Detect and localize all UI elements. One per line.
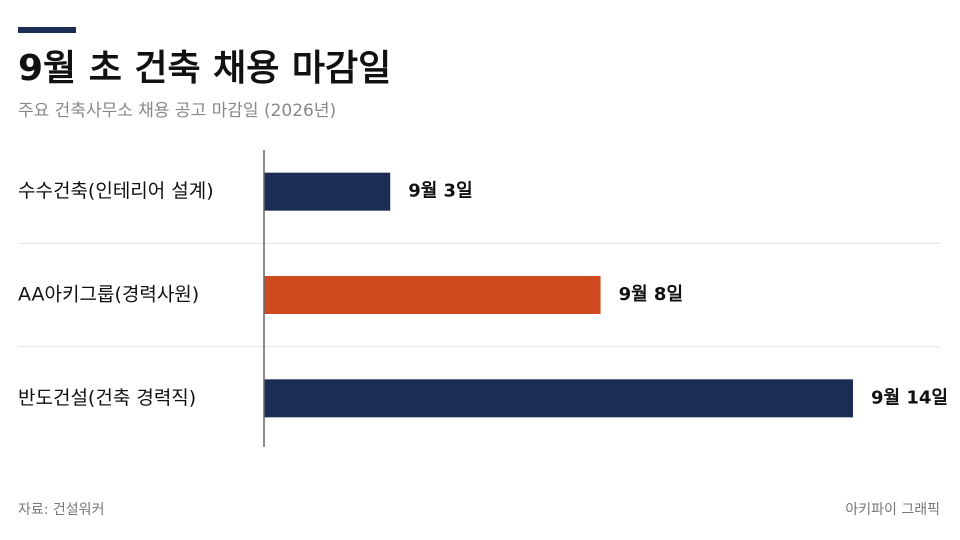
bar <box>264 379 853 418</box>
value-label: 9월 3일 <box>408 181 472 202</box>
bar <box>264 172 391 211</box>
chart-title: 9월 초 건축 채용 마감일 <box>18 48 391 89</box>
category-label: 수수건축(인테리어 설계) <box>18 180 214 202</box>
value-label: 9월 14일 <box>871 387 948 408</box>
category-label: AA아키그룹(경력사원) <box>18 284 199 306</box>
source: 자료: 건설워커 <box>18 502 104 518</box>
bar <box>264 276 601 314</box>
title-accent <box>18 27 76 33</box>
value-label: 9월 8일 <box>619 284 683 305</box>
chart-subtitle: 주요 건축사무소 채용 공고 마감일 (2026년) <box>18 101 336 121</box>
credit: 아키파이 그래픽 <box>845 502 940 518</box>
category-label: 반도건설(건축 경력직) <box>18 387 196 409</box>
